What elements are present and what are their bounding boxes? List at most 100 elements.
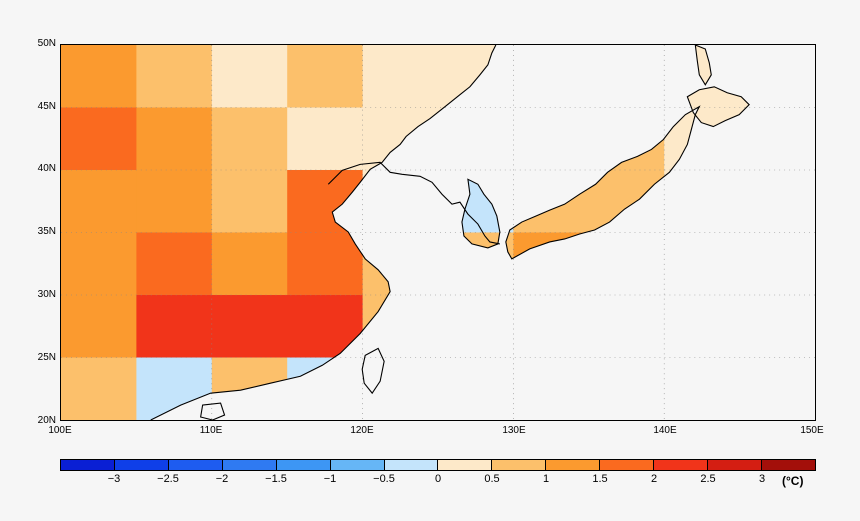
lon-label-150e: 150E (800, 425, 824, 436)
anomaly-cell (739, 295, 750, 358)
lon-label-120e: 120E (350, 425, 374, 436)
colorbar-swatch (708, 460, 762, 470)
anomaly-cell (287, 170, 364, 233)
anomaly-cell (211, 107, 288, 171)
colorbar-tick: 2 (650, 473, 658, 485)
anomaly-cell (362, 295, 439, 358)
anomaly-cell (362, 232, 439, 296)
anomaly-cell (513, 357, 590, 420)
colorbar-swatch (276, 460, 331, 470)
colorbar-tick: −0.5 (373, 473, 395, 485)
lon-label-140e: 140E (653, 425, 677, 436)
temperature-anomaly-field (61, 45, 750, 420)
lon-label-110e: 110E (199, 425, 223, 436)
anomaly-cell (588, 357, 665, 420)
bohai-coastline (327, 161, 500, 245)
anomaly-cell (136, 295, 213, 358)
anomaly-cell (513, 170, 590, 233)
anomaly-cell (61, 45, 137, 108)
sakhalin-coastline (694, 45, 712, 86)
anomaly-cell (438, 107, 514, 171)
anomaly-cell (136, 232, 213, 296)
anomaly-cell (588, 45, 665, 108)
anomaly-cell (739, 357, 750, 420)
anomaly-cell (438, 232, 514, 296)
lat-label-50n: 50N (37, 38, 56, 49)
lat-label-20n: 20N (37, 415, 56, 426)
anomaly-cell (438, 295, 514, 358)
hainan-coastline (200, 402, 226, 420)
taiwan-coastline (361, 347, 385, 395)
colorbar (60, 459, 816, 471)
anomaly-cell (664, 170, 741, 233)
lat-label-30n: 30N (37, 289, 56, 300)
anomaly-cell (438, 357, 514, 420)
anomaly-cell (739, 232, 750, 296)
colorbar-swatch (654, 460, 709, 470)
anomaly-cell (362, 357, 439, 420)
anomaly-cell (513, 107, 590, 171)
lat-label-40n: 40N (37, 163, 56, 174)
colorbar-swatch (492, 460, 547, 470)
colorbar-swatch (168, 460, 223, 470)
anomaly-map (61, 45, 815, 420)
colorbar-tick: 0 (434, 473, 442, 485)
anomaly-cell (739, 107, 750, 171)
colorbar-tick: −1 (323, 473, 337, 485)
anomaly-cell (287, 357, 364, 420)
anomaly-cell (136, 45, 213, 108)
hokkaido-coastline (686, 86, 750, 128)
colorbar-tick: −2.5 (157, 473, 179, 485)
lat-label-35n: 35N (37, 226, 56, 237)
colorbar-tick: −3 (107, 473, 121, 485)
colorbar-tick: −1.5 (265, 473, 287, 485)
anomaly-cell (362, 45, 439, 108)
colorbar-swatch (114, 460, 169, 470)
colorbar-swatch (438, 460, 493, 470)
colorbar-swatch (222, 460, 277, 470)
anomaly-cell (664, 45, 741, 108)
lat-label-45n: 45N (37, 101, 56, 112)
anomaly-cell (588, 232, 665, 296)
anomaly-cell (211, 232, 288, 296)
colorbar-swatch (384, 460, 439, 470)
anomaly-cell (136, 107, 213, 171)
anomaly-cell (588, 107, 665, 171)
anomaly-cell (61, 232, 137, 296)
anomaly-cell (287, 107, 364, 171)
anomaly-cell (588, 295, 665, 358)
anomaly-cell (664, 295, 741, 358)
colorbar-swatch (600, 460, 655, 470)
china-coastline (150, 45, 497, 420)
anomaly-cell (211, 295, 288, 358)
colorbar-tick: 2.5 (700, 473, 716, 485)
coastlines (150, 45, 750, 420)
anomaly-cell (61, 295, 137, 358)
colorbar-tick: 1 (542, 473, 550, 485)
anomaly-cell (136, 357, 213, 420)
colorbar-tick: 1.5 (592, 473, 608, 485)
anomaly-cell (362, 107, 439, 171)
lon-label-100e: 100E (48, 425, 72, 436)
lon-label-130e: 130E (502, 425, 526, 436)
anomaly-cell (211, 45, 288, 108)
anomaly-cell (287, 45, 364, 108)
colorbar-swatch (330, 460, 385, 470)
anomaly-cell (61, 357, 137, 420)
japan-coastline (505, 105, 701, 260)
anomaly-cell (513, 45, 590, 108)
anomaly-cell (61, 107, 137, 171)
anomaly-cell (61, 170, 137, 233)
colorbar-swatch (761, 460, 815, 470)
map-panel (60, 44, 816, 421)
anomaly-cell (513, 295, 590, 358)
colorbar-swatch (61, 460, 115, 470)
anomaly-cell (438, 45, 514, 108)
colorbar-tick: 3 (758, 473, 766, 485)
korea-coastline (461, 178, 501, 249)
anomaly-cell (287, 295, 364, 358)
anomaly-cell (664, 357, 741, 420)
anomaly-cell (211, 170, 288, 233)
lat-label-25n: 25N (37, 352, 56, 363)
colorbar-unit-label: (°C) (782, 474, 804, 488)
